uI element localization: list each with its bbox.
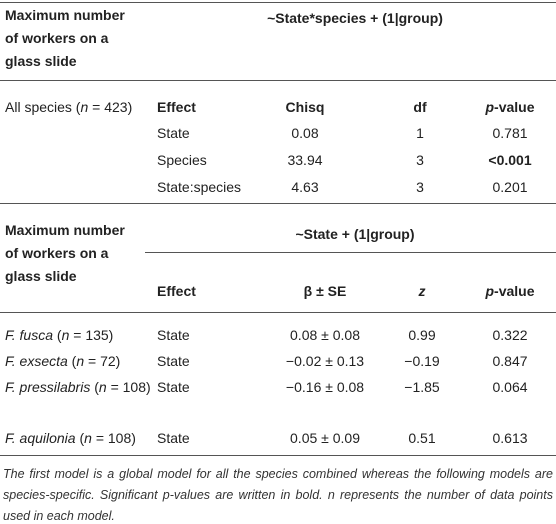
model-formula: ~State*species + (1|group) — [267, 10, 443, 26]
text-run: ( — [90, 379, 99, 395]
cell: State:species — [157, 179, 242, 195]
text-run: ( — [67, 353, 77, 369]
cell: State — [157, 379, 190, 395]
text-run: ( — [75, 430, 85, 446]
text-run: All species ( — [5, 99, 81, 115]
cell: 0.322 — [492, 327, 528, 343]
cell: State — [157, 327, 190, 343]
cell: 33.94 — [287, 152, 323, 168]
rule — [0, 203, 556, 204]
text-run: n — [61, 327, 70, 343]
rule — [0, 2, 556, 3]
column-header: df — [413, 99, 427, 115]
text-run: F. exsecta — [5, 353, 68, 369]
cell: Species — [157, 152, 207, 168]
text-run: <0.001 — [488, 152, 532, 168]
cell: 0.847 — [492, 353, 528, 369]
text-run: n — [76, 353, 85, 369]
cell: 3 — [416, 152, 424, 168]
model-formula: ~State + (1|group) — [295, 226, 415, 242]
header-label: Maximum number of workers on a glass sli… — [5, 7, 125, 69]
cell: 0.064 — [492, 379, 528, 395]
cell: 1 — [416, 125, 424, 141]
cell: 0.781 — [492, 125, 528, 141]
column-header: p-value — [485, 282, 534, 300]
text-run: F. pressilabris — [5, 379, 91, 395]
text-run: -value — [494, 283, 535, 299]
cell: 0.05 ± 0.09 — [290, 430, 360, 446]
cell: 0.201 — [492, 179, 528, 195]
cell: <0.001 — [488, 151, 531, 169]
group-label: F. pressilabris (n = 108) — [5, 375, 155, 399]
rule — [0, 455, 556, 456]
cell: State — [157, 125, 190, 141]
cell: −0.19 — [404, 353, 440, 369]
column-header: β ± SE — [303, 283, 347, 299]
rule — [0, 312, 556, 313]
column-header: p-value — [485, 98, 534, 116]
text-run: = 108) — [106, 379, 151, 395]
cell: 3 — [416, 179, 424, 195]
group-label: F. aquilonia (n = 108) — [5, 426, 155, 450]
cell: 0.613 — [492, 430, 528, 446]
cell: −1.85 — [404, 379, 440, 395]
column-header: Effect — [157, 283, 196, 299]
cell: 0.51 — [408, 430, 436, 446]
rule — [0, 80, 556, 81]
cell: 0.08 ± 0.08 — [290, 327, 360, 343]
cell: State — [157, 353, 190, 369]
text-run: F. aquilonia — [5, 430, 76, 446]
text-run: F. fusca — [5, 327, 53, 343]
cell: State — [157, 430, 190, 446]
cell: −0.02 ± 0.13 — [285, 353, 365, 369]
text-run: = 135) — [69, 327, 114, 343]
text-run: n — [84, 430, 92, 446]
cell: 4.63 — [291, 179, 319, 195]
text-run: n — [98, 379, 107, 395]
text-run: n — [80, 99, 89, 115]
footnote: The first model is a global model for al… — [3, 467, 553, 523]
text-run: p — [485, 99, 495, 115]
text-run: = 72) — [84, 353, 121, 369]
group-label: F. fusca (n = 135) — [5, 323, 155, 347]
text-run: p — [485, 283, 495, 299]
cell: 0.08 — [291, 125, 319, 141]
rule — [145, 252, 556, 253]
column-header: Effect — [157, 99, 196, 115]
text-run: = 423) — [88, 99, 133, 115]
text-run: ( — [53, 327, 62, 343]
group-label: F. exsecta (n = 72) — [5, 349, 155, 373]
column-header: Chisq — [285, 99, 325, 115]
column-header: z — [419, 282, 426, 300]
text-run: -value — [494, 99, 535, 115]
header-label: Maximum number of workers on a glass sli… — [5, 222, 125, 284]
cell: 0.99 — [408, 327, 436, 343]
cell: −0.16 ± 0.08 — [285, 379, 365, 395]
text-run: = 108) — [91, 430, 136, 446]
text-run: z — [418, 283, 426, 299]
group-label: All species (n = 423) — [5, 95, 155, 119]
